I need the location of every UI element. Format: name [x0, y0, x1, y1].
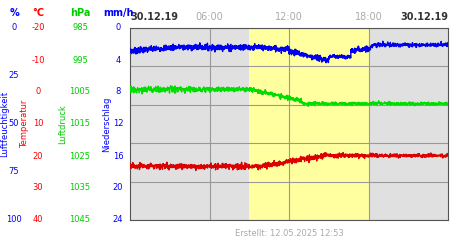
Text: -10: -10: [31, 56, 45, 64]
Text: 1025: 1025: [69, 152, 90, 160]
Text: 06:00: 06:00: [196, 12, 223, 22]
Text: 1005: 1005: [69, 88, 90, 96]
Text: 16: 16: [112, 152, 123, 160]
Text: 30.12.19: 30.12.19: [130, 12, 178, 22]
Text: 4: 4: [115, 56, 121, 64]
Text: Temperatur: Temperatur: [21, 100, 30, 148]
Text: Niederschlag: Niederschlag: [103, 96, 112, 152]
Text: 50: 50: [9, 120, 19, 128]
Text: 8: 8: [115, 88, 121, 96]
Text: 985: 985: [72, 24, 88, 32]
Text: 0: 0: [11, 24, 17, 32]
Text: 0: 0: [115, 24, 121, 32]
Text: 25: 25: [9, 72, 19, 80]
Text: %: %: [9, 8, 19, 18]
Text: 12: 12: [113, 120, 123, 128]
Text: 1035: 1035: [69, 184, 90, 192]
Text: -20: -20: [31, 24, 45, 32]
Text: 75: 75: [9, 168, 19, 176]
Text: 1045: 1045: [69, 216, 90, 224]
Text: 1015: 1015: [69, 120, 90, 128]
Text: 12:00: 12:00: [275, 12, 303, 22]
Text: 20: 20: [113, 184, 123, 192]
Text: mm/h: mm/h: [103, 8, 133, 18]
Bar: [249, 28, 369, 220]
Text: 30.12.19: 30.12.19: [400, 12, 448, 22]
Text: hPa: hPa: [70, 8, 90, 18]
Text: Luftfeuchtigkeit: Luftfeuchtigkeit: [0, 91, 9, 157]
Text: 40: 40: [33, 216, 43, 224]
Text: 995: 995: [72, 56, 88, 64]
Text: 18:00: 18:00: [355, 12, 382, 22]
Text: 0: 0: [36, 88, 40, 96]
Text: Erstellt: 12.05.2025 12:53: Erstellt: 12.05.2025 12:53: [234, 230, 343, 238]
Text: 20: 20: [33, 152, 43, 160]
Text: 24: 24: [113, 216, 123, 224]
Text: °C: °C: [32, 8, 44, 18]
Text: Luftdruck: Luftdruck: [58, 104, 68, 144]
Text: 30: 30: [33, 184, 43, 192]
Text: 100: 100: [6, 216, 22, 224]
Text: 10: 10: [33, 120, 43, 128]
